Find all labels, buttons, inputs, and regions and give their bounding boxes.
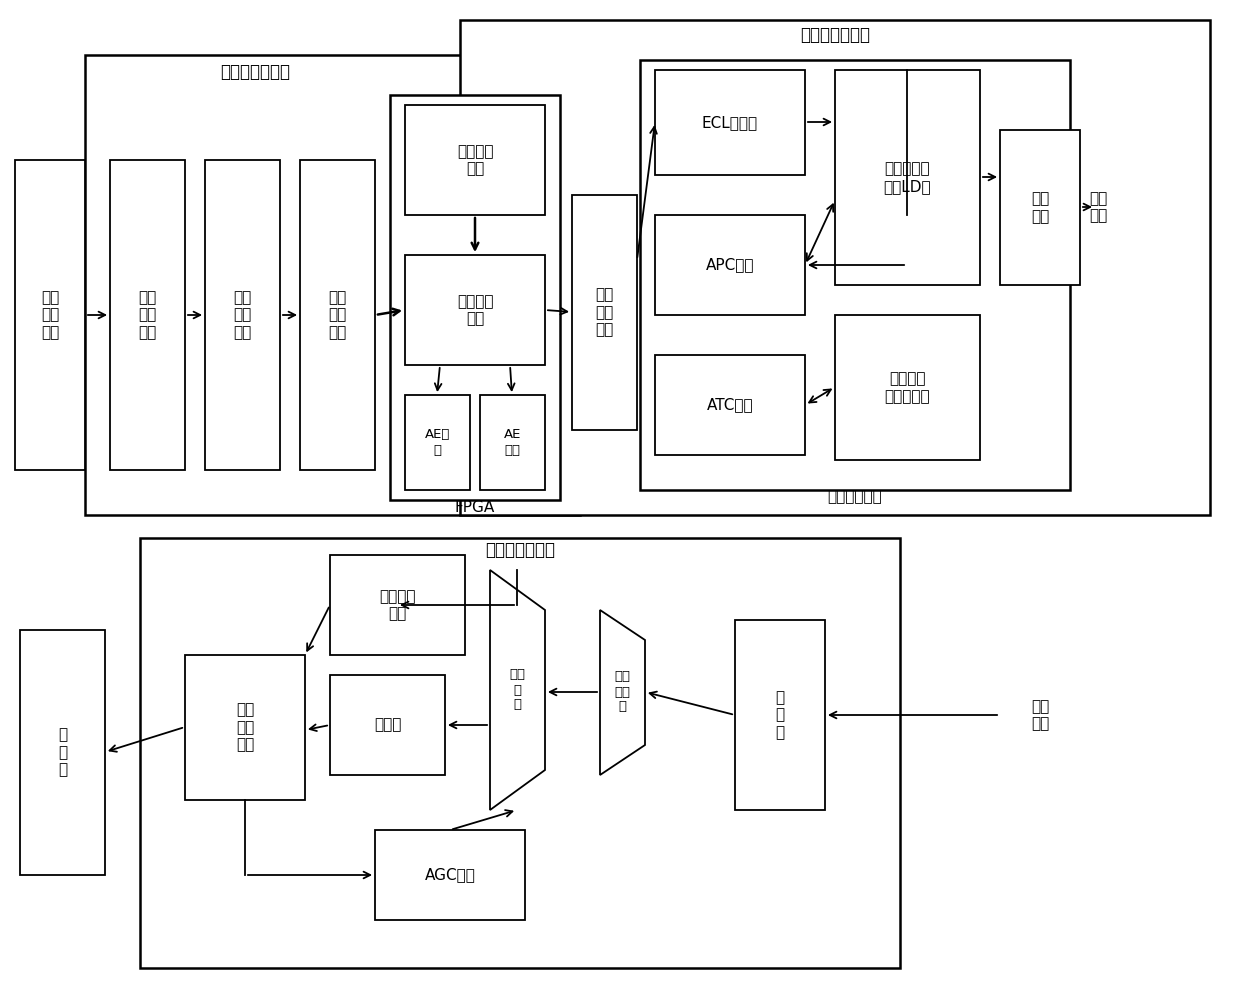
Text: 声发
射传
感器: 声发 射传 感器 (41, 290, 60, 340)
Bar (735, 620, 825, 810)
Text: FPGA: FPGA (455, 501, 495, 516)
Bar (185, 655, 305, 800)
Bar (391, 95, 560, 500)
Bar (330, 555, 465, 655)
Text: 模数
转换
电路: 模数 转换 电路 (329, 290, 347, 340)
Text: 信号
放大
电路: 信号 放大 电路 (139, 290, 156, 340)
Text: 电光转换子系统: 电光转换子系统 (800, 26, 870, 44)
Polygon shape (490, 570, 546, 810)
Bar (655, 70, 805, 175)
Text: 信号
调理
电路: 信号 调理 电路 (233, 290, 252, 340)
Text: ATC电路: ATC电路 (707, 397, 754, 412)
Bar (640, 60, 1070, 490)
Text: 主放
大
器: 主放 大 器 (508, 669, 525, 712)
Polygon shape (600, 610, 645, 775)
Text: AGC电路: AGC电路 (424, 867, 475, 882)
Text: 光纤
传输: 光纤 传输 (1030, 699, 1049, 732)
Bar (480, 395, 546, 490)
Bar (140, 538, 900, 968)
Text: 探
测
器: 探 测 器 (775, 690, 785, 740)
Bar (460, 20, 1210, 515)
Text: 计
算
机: 计 算 机 (58, 728, 67, 777)
Text: 电光转换模块: 电光转换模块 (827, 489, 883, 505)
Bar (330, 675, 445, 775)
Text: AE
参数: AE 参数 (503, 428, 521, 456)
Bar (110, 160, 185, 470)
Text: AE波
形: AE波 形 (425, 428, 450, 456)
Bar (405, 105, 546, 215)
Bar (655, 355, 805, 455)
Text: 均衡器: 均衡器 (373, 718, 402, 733)
Text: 门限比较
电路: 门限比较 电路 (456, 293, 494, 326)
Bar (655, 215, 805, 315)
Text: 光纤
传输: 光纤 传输 (1089, 191, 1107, 224)
Text: 前置
放大
器: 前置 放大 器 (614, 671, 630, 714)
Text: 时钟恢复
电路: 时钟恢复 电路 (379, 589, 415, 621)
Bar (405, 395, 470, 490)
Text: 数字滤波
电路: 数字滤波 电路 (456, 144, 494, 177)
Bar (20, 630, 105, 875)
Bar (405, 255, 546, 365)
Bar (205, 160, 280, 470)
Text: 信号调理子系统: 信号调理子系统 (219, 63, 290, 81)
Text: APC电路: APC电路 (706, 257, 754, 272)
Bar (835, 315, 980, 460)
Bar (86, 55, 580, 515)
Text: 半导体激光
器（LD）: 半导体激光 器（LD） (884, 162, 931, 194)
Bar (835, 70, 980, 285)
Text: 光隔
离器: 光隔 离器 (1030, 192, 1049, 224)
Text: 协议
转换
电路: 协议 转换 电路 (595, 287, 614, 337)
Bar (572, 195, 637, 430)
Text: 热敏电阻
热电制冷器: 热敏电阻 热电制冷器 (884, 371, 930, 404)
Bar (15, 160, 86, 470)
Bar (999, 130, 1080, 285)
Bar (374, 830, 525, 920)
Text: ECL驱动器: ECL驱动器 (702, 115, 758, 130)
Text: 判决
再生
电路: 判决 再生 电路 (236, 703, 254, 752)
Text: 光电转换子系统: 光电转换子系统 (485, 541, 556, 559)
Bar (300, 160, 374, 470)
